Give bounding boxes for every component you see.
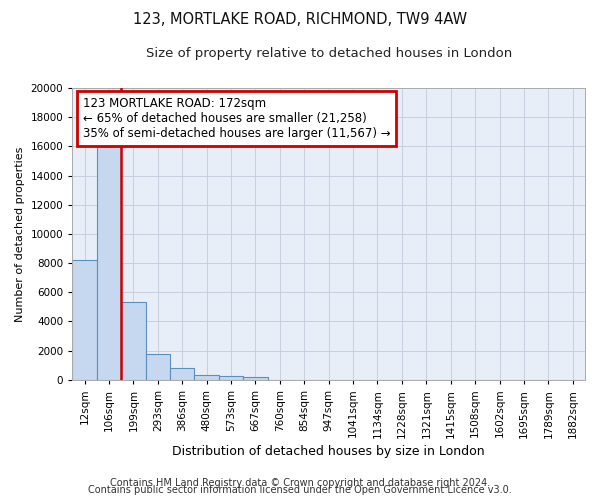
- Bar: [97, 139, 121, 380]
- Bar: [146, 354, 170, 380]
- Bar: [243, 377, 268, 380]
- Text: Contains public sector information licensed under the Open Government Licence v3: Contains public sector information licen…: [88, 485, 512, 495]
- X-axis label: Distribution of detached houses by size in London: Distribution of detached houses by size …: [172, 444, 485, 458]
- Bar: [219, 376, 243, 380]
- Text: 123 MORTLAKE ROAD: 172sqm
← 65% of detached houses are smaller (21,258)
35% of s: 123 MORTLAKE ROAD: 172sqm ← 65% of detac…: [83, 97, 390, 140]
- Title: Size of property relative to detached houses in London: Size of property relative to detached ho…: [146, 48, 512, 60]
- Text: Contains HM Land Registry data © Crown copyright and database right 2024.: Contains HM Land Registry data © Crown c…: [110, 478, 490, 488]
- Bar: [170, 368, 194, 380]
- Bar: [73, 260, 97, 380]
- Bar: [121, 302, 146, 380]
- Text: 123, MORTLAKE ROAD, RICHMOND, TW9 4AW: 123, MORTLAKE ROAD, RICHMOND, TW9 4AW: [133, 12, 467, 28]
- Bar: [194, 374, 219, 380]
- Y-axis label: Number of detached properties: Number of detached properties: [15, 146, 25, 322]
